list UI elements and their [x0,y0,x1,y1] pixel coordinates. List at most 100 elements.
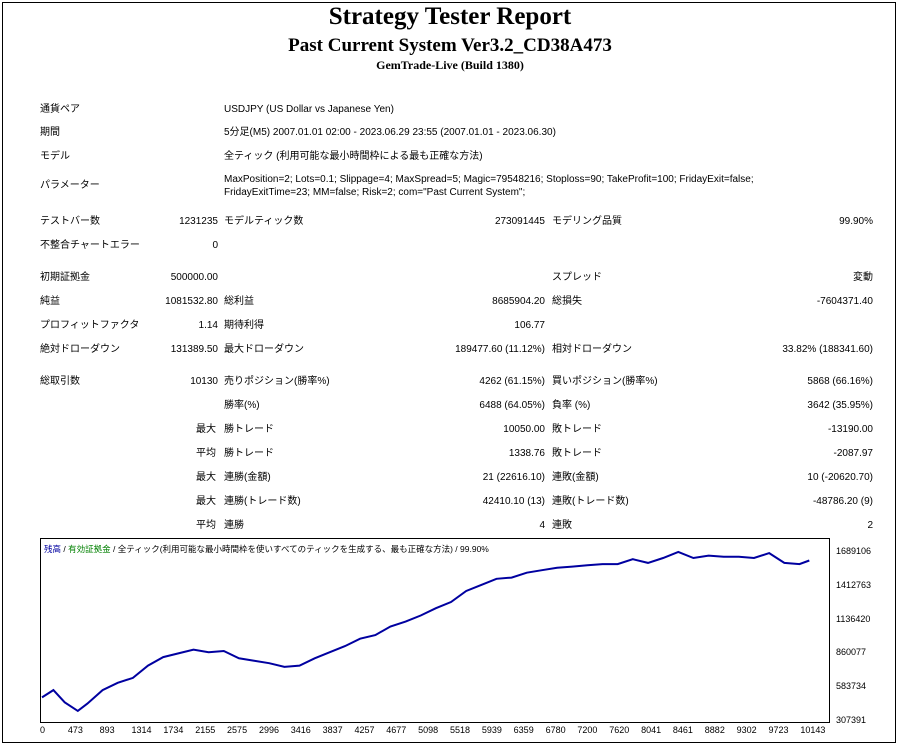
x-tick-label: 5518 [449,725,470,735]
y-tick-label: 1689106 [836,546,872,556]
largest-label: 最大 [196,424,216,435]
server-name: GemTrade-Live (Build 1380) [376,58,524,72]
average-consec-label: 平均 [196,520,216,531]
profit-trades-value: 6488 (64.05%) [479,400,545,411]
average-profit-value: 1338.76 [508,448,545,459]
relative-drawdown-label: 相対ドローダウン [552,344,632,355]
legend-separator: / [61,544,69,554]
ea-name: Past Current System Ver3.2_CD38A473 [288,35,612,56]
average-loss-label: 敗トレード [552,448,602,459]
bars-value: 1231235 [179,216,218,227]
max-consec-wins-value: 21 (22616.10) [482,472,545,483]
avg-consec-wins-label: 連勝 [224,520,244,531]
expected-payoff-label: 期待利得 [224,320,264,331]
loss-trades-value: 3642 (35.95%) [807,400,873,411]
gross-loss-value: -7604371.40 [816,296,873,307]
y-tick-label: 307391 [836,715,867,725]
largest-loss-value: -13190.00 [827,424,873,435]
deposit-value: 500000.00 [170,272,218,283]
parameters-line1: MaxPosition=2; Lots=0.1; Slippage=4; Max… [224,174,754,185]
balance-curve-svg [41,550,810,713]
absolute-drawdown-label: 絶対ドローダウン [40,344,120,355]
y-tick-label: 583734 [836,681,867,692]
x-tick-label: 7620 [609,725,630,735]
average-label: 平均 [196,448,216,459]
gross-profit-label: 総利益 [224,296,254,307]
legend-quality: 99.90% [460,544,489,554]
report-title: Strategy Tester Report [328,3,572,30]
legend-separator: / [452,544,461,554]
max-consec-losses-value: 10 (-20620.70) [807,472,873,483]
max-consec-losses-label: 連敗(金額) [552,472,599,483]
spread-value: 変動 [853,272,873,283]
short-positions-value: 4262 (61.15%) [479,376,545,387]
x-tick-label: 6359 [513,725,534,735]
ticks-value: 273091445 [494,216,545,227]
mismatch-label: 不整合チャートエラー [40,240,140,251]
expected-payoff-value: 106.77 [514,320,545,331]
loss-trades-label: 負率 (%) [552,400,591,411]
max-drawdown-value: 189477.60 (11.12%) [455,344,545,355]
max-consec-profit-label: 連勝(トレード数) [224,496,301,507]
y-tick-label: 860077 [836,647,867,658]
largest-profit-label: 勝トレード [224,424,274,435]
avg-consec-wins-value: 4 [539,520,545,531]
avg-consec-losses-label: 連敗 [552,520,572,531]
avg-consec-losses-value: 2 [867,520,873,531]
profit-trades-label: 勝率(%) [224,400,260,411]
y-tick-label: 1412763 [836,579,872,590]
max-consec-profit-value: 42410.10 (13) [482,496,545,507]
x-tick-label: 5098 [418,725,439,735]
symbol-value: USDJPY (US Dollar vs Japanese Yen) [224,104,394,115]
x-tick-label: 2575 [227,725,248,735]
total-trades-label: 総取引数 [40,376,80,387]
x-tick-label: 1734 [163,725,184,735]
total-trades-value: 10130 [190,376,218,387]
x-tick-label: 10143 [800,725,826,735]
x-tick-label: 473 [67,725,83,735]
net-profit-label: 純益 [40,296,60,307]
max-consec-loss-label: 連敗(トレード数) [552,496,629,507]
net-profit-value: 1081532.80 [165,296,218,307]
short-positions-label: 売りポジション(勝率%) [224,376,330,387]
x-tick-label: 6780 [545,725,566,735]
x-tick-label: 9302 [736,725,757,735]
profit-factor-value: 1.14 [198,320,218,331]
max-drawdown-label: 最大ドローダウン [224,344,304,355]
largest-profit-value: 10050.00 [503,424,545,435]
x-tick-label: 2996 [258,725,279,735]
ticks-label: モデルティック数 [224,216,304,227]
long-positions-label: 買いポジション(勝率%) [552,376,658,387]
x-tick-label: 8041 [641,725,662,735]
balance-line [41,550,810,713]
x-tick-label: 0 [40,725,46,735]
x-tick-label: 8882 [704,725,725,735]
x-tick-label: 4677 [386,725,407,735]
max-consec-wins-label: 連勝(金額) [224,472,271,483]
maximum-label: 最大 [196,472,216,483]
x-tick-label: 3416 [290,725,311,735]
x-tick-label: 8461 [672,725,693,735]
spread-label: スプレッド [552,272,602,283]
x-tick-label: 7200 [577,725,598,735]
x-tick-label: 2155 [195,725,216,735]
x-tick-label: 3837 [322,725,343,735]
model-value: 全ティック (利用可能な最小時間枠による最も正確な方法) [224,151,483,162]
period-value: 5分足(M5) 2007.01.01 02:00 - 2023.06.29 23… [224,127,556,138]
x-tick-label: 9723 [768,725,789,735]
largest-loss-label: 敗トレード [552,424,602,435]
x-tick-label: 1314 [131,725,152,735]
long-positions-value: 5868 (66.16%) [807,376,873,387]
x-tick-label: 5939 [481,725,502,735]
gross-profit-value: 8685904.20 [492,296,545,307]
model-label: モデル [40,151,70,162]
relative-drawdown-value: 33.82% (188341.60) [782,344,873,355]
legend-balance: 残高 [44,544,62,554]
period-label: 期間 [40,127,60,138]
bars-label: テストバー数 [40,216,100,227]
legend-model: 全ティック(利用可能な最小時間枠を使いすべてのティックを生成する、最も正確な方法… [117,544,453,554]
profit-factor-label: プロフィットファクタ [40,320,140,331]
quality-label: モデリング品質 [552,216,622,227]
average-profit-label: 勝トレード [224,448,274,459]
